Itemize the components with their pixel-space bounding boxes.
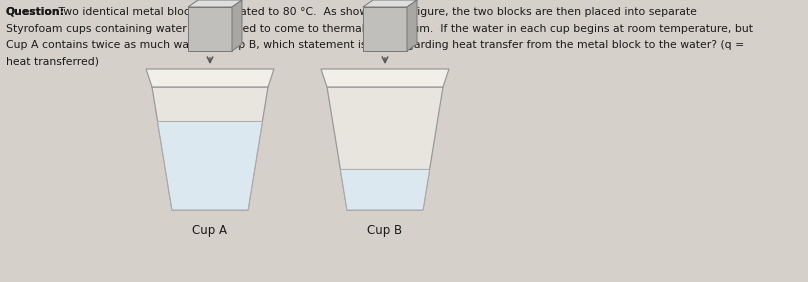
Polygon shape [158,122,263,210]
Text: heat transferred): heat transferred) [6,56,99,67]
Text: Styrofoam cups containing water and allowed to come to thermal equilibrium.  If : Styrofoam cups containing water and allo… [6,23,753,34]
Text: Question:: Question: [6,7,65,17]
Text: Two identical metal blocks are heated to 80 °C.  As shown in the figure, the two: Two identical metal blocks are heated to… [55,7,696,17]
Polygon shape [327,87,443,210]
Text: Cup B: Cup B [368,224,402,237]
Polygon shape [146,69,274,87]
Polygon shape [407,0,417,51]
Polygon shape [321,69,449,87]
Polygon shape [363,0,417,7]
Polygon shape [340,169,430,210]
Polygon shape [232,0,242,51]
Polygon shape [188,0,242,7]
Text: Cup A contains twice as much water as Cup B, which statement is true regarding h: Cup A contains twice as much water as Cu… [6,40,744,50]
Polygon shape [363,7,407,51]
Text: Question:: Question: [6,7,65,17]
Polygon shape [188,7,232,51]
Polygon shape [152,87,268,210]
Text: Cup A: Cup A [192,224,228,237]
